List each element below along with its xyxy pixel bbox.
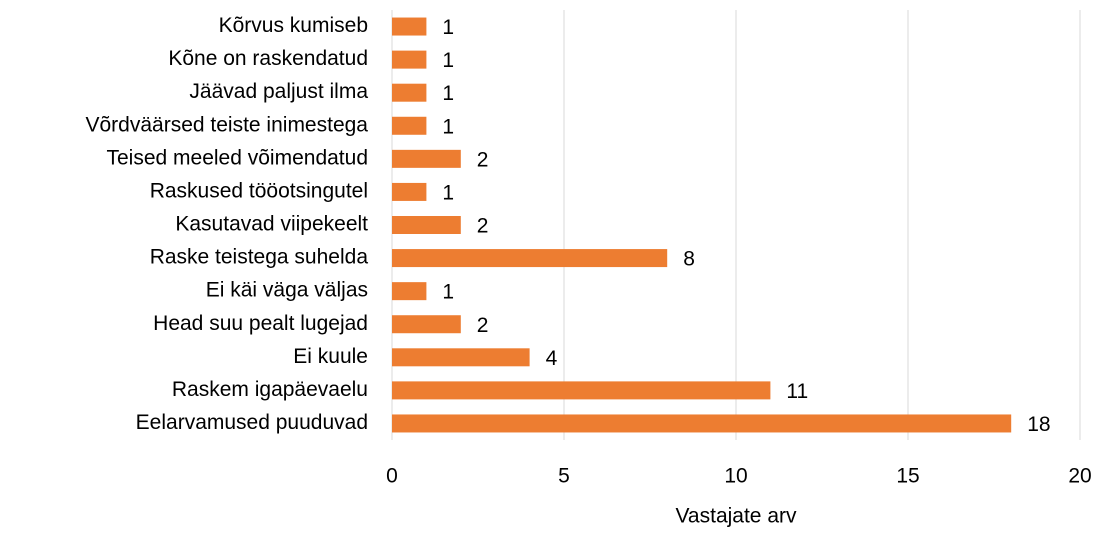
- x-axis-title: Vastajate arv: [675, 505, 797, 528]
- data-label: 1: [442, 115, 454, 138]
- bar: [392, 381, 771, 400]
- x-tick-label: 15: [896, 465, 919, 488]
- data-label: 2: [477, 314, 489, 337]
- y-tick-label: Võrdväärsed teiste inimestega: [86, 113, 369, 136]
- y-tick-label: Raskem igapäevaelu: [172, 378, 368, 401]
- bar: [392, 182, 427, 201]
- y-tick-label: Kõrvus kumiseb: [219, 14, 368, 37]
- x-tick-label: 5: [558, 465, 570, 488]
- x-tick-label: 0: [386, 465, 398, 488]
- bar: [392, 315, 461, 334]
- bar: [392, 116, 427, 135]
- y-tick-label: Head suu pealt lugejad: [153, 312, 368, 335]
- data-label: 2: [477, 215, 489, 238]
- y-tick-label: Ei kuule: [293, 345, 368, 368]
- data-label: 18: [1027, 413, 1050, 436]
- bar: [392, 216, 461, 234]
- y-tick-label: Raske teistega suhelda: [150, 246, 369, 269]
- bar: [392, 50, 427, 69]
- bar: [392, 348, 530, 367]
- data-label: 2: [477, 148, 489, 171]
- y-tick-label: Teised meeled võimendatud: [107, 146, 369, 169]
- data-label: 1: [442, 181, 454, 204]
- bar: [392, 149, 461, 168]
- x-tick-label: 10: [724, 465, 747, 488]
- bar: [392, 414, 1012, 433]
- x-tick-label: 20: [1068, 465, 1091, 488]
- y-tick-label: Jäävad paljust ilma: [189, 80, 368, 103]
- bar: [392, 249, 668, 268]
- data-label: 4: [546, 347, 558, 370]
- bar: [392, 17, 427, 36]
- data-label: 1: [442, 82, 454, 105]
- bar: [392, 83, 427, 102]
- data-label: 11: [786, 380, 808, 403]
- data-label: 1: [442, 16, 454, 39]
- data-label: 8: [683, 248, 695, 271]
- bar: [392, 282, 427, 301]
- y-tick-label: Kasutavad viipekeelt: [175, 213, 368, 236]
- data-label: 1: [442, 49, 454, 72]
- y-tick-label: Kõne on raskendatud: [168, 47, 368, 70]
- data-label: 1: [442, 281, 454, 304]
- y-tick-label: Raskused tööotsingutel: [150, 179, 368, 202]
- y-tick-label: Eelarvamused puuduvad: [136, 411, 368, 434]
- y-tick-label: Ei käi väga väljas: [206, 279, 368, 302]
